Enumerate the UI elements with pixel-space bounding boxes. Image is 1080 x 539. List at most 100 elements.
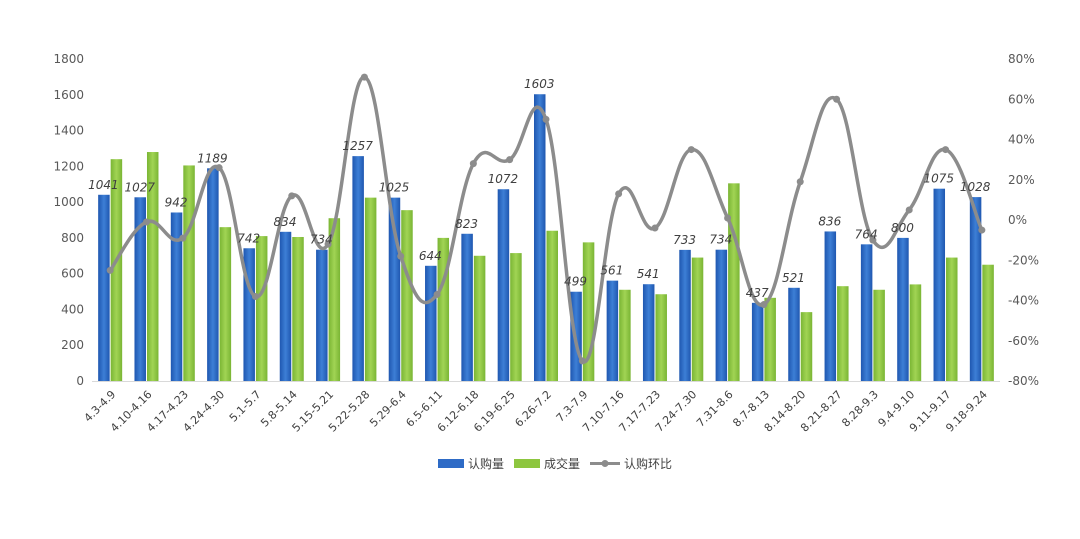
bar-chengjiao bbox=[764, 297, 776, 381]
legend-label-chengjiao: 成交量 bbox=[544, 456, 580, 471]
line-point bbox=[833, 95, 841, 103]
y-left-tick-label: 400 bbox=[61, 302, 84, 316]
bar-rengou bbox=[279, 231, 292, 381]
y-right-tick-label: 40% bbox=[1008, 133, 1035, 147]
bar-chengjiao bbox=[292, 236, 304, 381]
data-label: 734 bbox=[709, 233, 732, 247]
bar-rengou bbox=[425, 265, 437, 381]
bar-chengjiao bbox=[800, 312, 813, 381]
y-left-tick-label: 1400 bbox=[53, 124, 84, 138]
data-label: 437 bbox=[746, 286, 769, 300]
data-label: 836 bbox=[818, 214, 841, 228]
data-label: 499 bbox=[564, 275, 587, 289]
line-point bbox=[578, 357, 586, 365]
line-point bbox=[106, 266, 114, 274]
data-label: 541 bbox=[637, 267, 660, 281]
line-point bbox=[324, 240, 332, 248]
line-point bbox=[796, 178, 804, 186]
data-label: 823 bbox=[455, 217, 478, 231]
legend-swatch-rengou bbox=[438, 459, 464, 468]
bar-chengjiao bbox=[728, 183, 740, 381]
bar-chengjiao bbox=[546, 230, 558, 381]
data-labels-group: 1041 1027 942 1189 742 834 734 1257 1025 644 823 10… bbox=[88, 77, 991, 300]
y-left-tick-label: 600 bbox=[61, 267, 84, 281]
data-label: 1075 bbox=[923, 172, 954, 186]
bar-chengjiao bbox=[183, 165, 195, 381]
bar-chengjiao bbox=[219, 227, 232, 381]
bar-chengjiao bbox=[328, 218, 341, 381]
axes-group: 0 200 400 600 800 1000 1200 1400 1600 1800 -80% -60… bbox=[53, 52, 1039, 435]
line-point bbox=[942, 146, 950, 154]
x-tick-label: 8.28-9.3 bbox=[839, 388, 881, 430]
bar-chengjiao bbox=[946, 257, 958, 381]
bar-rengou bbox=[751, 302, 764, 381]
y-right-tick-label: -60% bbox=[1008, 334, 1039, 348]
line-point bbox=[288, 192, 296, 200]
data-label: 1028 bbox=[960, 180, 991, 194]
bar-rengou bbox=[170, 212, 183, 381]
data-label: 800 bbox=[891, 221, 914, 235]
line-point bbox=[397, 252, 405, 260]
bar-rengou bbox=[352, 156, 364, 381]
y-left-tick-label: 1200 bbox=[53, 159, 84, 173]
line-point bbox=[651, 224, 659, 232]
line-point bbox=[506, 156, 514, 164]
data-label: 942 bbox=[165, 195, 188, 209]
bar-rengou bbox=[207, 168, 219, 381]
bar-chengjiao bbox=[873, 289, 885, 381]
x-tick-label: 7.31-8.6 bbox=[694, 388, 736, 430]
bar-chengjiao bbox=[582, 242, 595, 381]
bar-rengou bbox=[969, 197, 982, 381]
line-group bbox=[106, 73, 986, 365]
legend-swatch-chengjiao bbox=[514, 459, 540, 468]
x-tick-label: 5.29-6.4 bbox=[367, 388, 409, 430]
line-point bbox=[215, 164, 223, 172]
bar-chengjiao bbox=[982, 264, 994, 381]
bar-chengjiao bbox=[909, 284, 922, 381]
bar-chengjiao bbox=[364, 197, 377, 381]
bar-chengjiao bbox=[110, 159, 123, 381]
data-label: 1027 bbox=[124, 180, 155, 194]
legend-label-rengou: 认购量 bbox=[468, 456, 504, 471]
x-tick-label: 6.26-7.2 bbox=[512, 388, 554, 430]
data-label: 834 bbox=[274, 215, 297, 229]
y-left-tick-label: 800 bbox=[61, 231, 84, 245]
y-left-tick-label: 1800 bbox=[53, 52, 84, 66]
line-point bbox=[760, 301, 768, 309]
line-point bbox=[542, 115, 550, 123]
legend: 认购量 成交量 认购环比 bbox=[438, 456, 672, 471]
line-point bbox=[869, 236, 877, 244]
bar-rengou bbox=[860, 244, 873, 381]
bar-rengou bbox=[897, 237, 909, 381]
data-label: 1072 bbox=[488, 172, 519, 186]
bar-chengjiao bbox=[473, 255, 486, 381]
bar-rengou bbox=[316, 249, 328, 381]
legend-marker-huanbi bbox=[601, 460, 609, 467]
y-left-tick-label: 1600 bbox=[53, 88, 84, 102]
bar-rengou bbox=[824, 231, 837, 381]
y-left-tick-label: 200 bbox=[61, 338, 84, 352]
bar-chengjiao bbox=[837, 286, 849, 381]
data-label: 733 bbox=[673, 233, 696, 247]
y-right-tick-label: 60% bbox=[1008, 92, 1035, 106]
line-point bbox=[687, 146, 695, 154]
bar-rengou bbox=[715, 249, 728, 381]
line-point bbox=[179, 234, 187, 242]
bar-chengjiao bbox=[510, 253, 522, 381]
bars-group bbox=[98, 94, 994, 381]
bar-rengou bbox=[461, 233, 473, 381]
line-point bbox=[433, 290, 441, 298]
data-label: 1025 bbox=[379, 181, 410, 195]
line-point bbox=[360, 73, 368, 81]
data-label: 1041 bbox=[88, 178, 119, 192]
y-right-tick-label: 0% bbox=[1008, 213, 1027, 227]
bar-rengou bbox=[243, 248, 255, 381]
data-label: 1257 bbox=[342, 139, 373, 153]
x-tick-label: 7.3-7.9 bbox=[554, 388, 591, 425]
data-label: 1189 bbox=[197, 151, 228, 165]
bar-rengou bbox=[134, 197, 146, 381]
bar-rengou bbox=[642, 284, 655, 381]
line-point bbox=[469, 160, 477, 168]
bar-rengou bbox=[933, 188, 946, 381]
